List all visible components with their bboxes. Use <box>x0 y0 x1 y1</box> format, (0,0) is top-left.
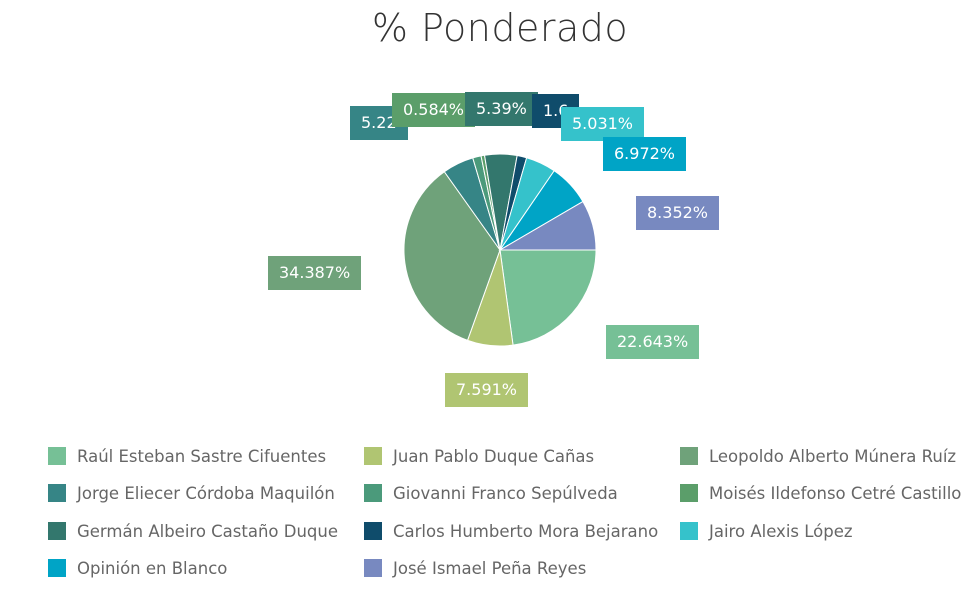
legend-swatch <box>364 522 382 540</box>
legend-swatch <box>48 447 66 465</box>
legend-item[interactable]: José Ismael Peña Reyes <box>364 558 586 580</box>
data-label: 34.387% <box>268 256 362 290</box>
legend-item[interactable]: Juan Pablo Duque Cañas <box>364 446 594 468</box>
legend-swatch <box>680 522 698 540</box>
legend-item[interactable]: Jairo Alexis López <box>680 521 853 543</box>
legend-label: Opinión en Blanco <box>77 559 228 578</box>
data-label: 0.584% <box>392 93 476 127</box>
legend-item[interactable]: Leopoldo Alberto Múnera Ruíz <box>680 446 956 468</box>
legend-item[interactable]: Raúl Esteban Sastre Cifuentes <box>48 446 326 468</box>
legend-swatch <box>364 447 382 465</box>
pie-slice[interactable] <box>498 200 597 251</box>
legend-item[interactable]: Moisés Ildefonso Cetré Castillo <box>680 483 961 505</box>
legend-swatch <box>48 484 66 502</box>
data-label: 6.972% <box>603 137 687 171</box>
legend-swatch <box>364 484 382 502</box>
legend-swatch <box>680 447 698 465</box>
legend-item[interactable]: Opinión en Blanco <box>48 558 227 580</box>
legend-label: Leopoldo Alberto Múnera Ruíz <box>709 447 957 466</box>
legend-label: Raúl Esteban Sastre Cifuentes <box>77 447 327 466</box>
pie-slice[interactable] <box>403 171 501 341</box>
data-label: 5.031% <box>561 107 645 141</box>
legend-item[interactable]: Giovanni Franco Sepúlveda <box>364 483 618 505</box>
legend-swatch <box>364 559 382 577</box>
legend-label: Germán Albeiro Castaño Duque <box>77 522 339 541</box>
chart-title: % Ponderado <box>371 6 629 50</box>
legend-swatch <box>680 484 698 502</box>
legend-label: Jorge Eliecer Córdoba Maquilón <box>77 484 335 503</box>
legend-label: Jairo Alexis López <box>709 522 853 541</box>
legend-label: José Ismael Peña Reyes <box>393 559 587 578</box>
legend-label: Juan Pablo Duque Cañas <box>393 447 595 466</box>
legend-label: Giovanni Franco Sepúlveda <box>393 484 618 503</box>
legend-item[interactable]: Germán Albeiro Castaño Duque <box>48 521 338 543</box>
data-label: 7.591% <box>445 373 529 407</box>
data-label: 5.39% <box>465 92 538 126</box>
legend-swatch <box>48 559 66 577</box>
pie-chart <box>403 153 597 347</box>
pie-slice[interactable] <box>499 249 597 346</box>
data-label: 22.643% <box>606 325 700 359</box>
data-label: 8.352% <box>636 196 720 230</box>
legend-item[interactable]: Carlos Humberto Mora Bejarano <box>364 521 658 543</box>
legend-label: Moisés Ildefonso Cetré Castillo <box>709 484 962 503</box>
legend-label: Carlos Humberto Mora Bejarano <box>393 522 659 541</box>
legend-item[interactable]: Jorge Eliecer Córdoba Maquilón <box>48 483 335 505</box>
legend-swatch <box>48 522 66 540</box>
